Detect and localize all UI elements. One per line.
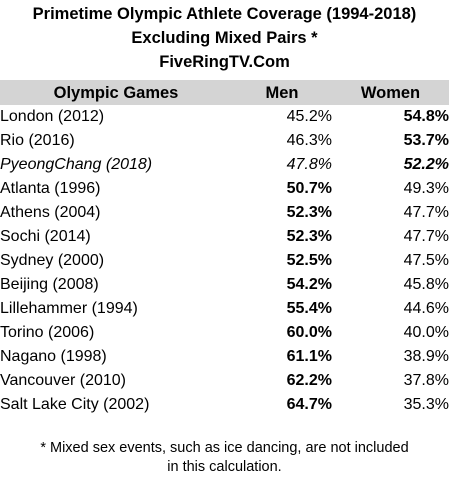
- cell-women-percent: 37.8%: [403, 372, 449, 389]
- table-row: Torino (2006) 60.0% 40.0%: [0, 321, 449, 345]
- cell-women-percent: 44.6%: [403, 300, 449, 317]
- cell-men-percent: 55.4%: [286, 300, 332, 317]
- cell-men-percent: 62.2%: [286, 372, 332, 389]
- cell-women-percent: 53.7%: [403, 132, 449, 149]
- cell-olympic-game: Athens (2004): [0, 204, 101, 221]
- table-row: Vancouver (2010) 62.2% 37.8%: [0, 369, 449, 393]
- table-row: Salt Lake City (2002) 64.7% 35.3%: [0, 393, 449, 417]
- footnote-line-2: in this calculation.: [167, 459, 282, 475]
- cell-olympic-game: Torino (2006): [0, 324, 95, 341]
- title-line-2: Excluding Mixed Pairs *: [131, 29, 318, 47]
- cell-women-percent: 47.7%: [403, 204, 449, 221]
- table-body: London (2012) 45.2% 54.8% Rio (2016) 46.3% 53…: [0, 105, 449, 417]
- table-row: London (2012) 45.2% 54.8%: [0, 105, 449, 129]
- cell-olympic-game: Atlanta (1996): [0, 180, 101, 197]
- footnote-line-1: * Mixed sex events, such as ice dancing,…: [40, 440, 409, 456]
- cell-women-percent: 54.8%: [403, 108, 449, 125]
- table-row: Athens (2004) 52.3% 47.7%: [0, 201, 449, 225]
- table-row: Sochi (2014) 52.3% 47.7%: [0, 225, 449, 249]
- table-row: PyeongChang (2018) 47.8% 52.2%: [0, 153, 449, 177]
- table-row: Beijing (2008) 54.2% 45.8%: [0, 273, 449, 297]
- table-row: Lillehammer (1994) 55.4% 44.6%: [0, 297, 449, 321]
- cell-women-percent: 47.7%: [403, 228, 449, 245]
- cell-men-percent: 60.0%: [286, 324, 332, 341]
- coverage-table: Olympic Games Men Women London (2012) 45.…: [0, 80, 449, 417]
- cell-olympic-game: Rio (2016): [0, 132, 75, 149]
- cell-women-percent: 45.8%: [403, 276, 449, 293]
- cell-men-percent: 64.7%: [286, 396, 332, 413]
- cell-olympic-game: Sydney (2000): [0, 252, 105, 269]
- cell-women-percent: 38.9%: [403, 348, 449, 365]
- cell-men-percent: 61.1%: [286, 348, 332, 365]
- cell-men-percent: 46.3%: [286, 132, 332, 149]
- cell-olympic-game: Lillehammer (1994): [0, 300, 138, 317]
- title-line-3: FiveRingTV.Com: [159, 53, 290, 71]
- title-line-1: Primetime Olympic Athlete Coverage (1994…: [32, 5, 417, 23]
- cell-men-percent: 52.5%: [286, 252, 332, 269]
- table-row: Rio (2016) 46.3% 53.7%: [0, 129, 449, 153]
- table-row: Nagano (1998) 61.1% 38.9%: [0, 345, 449, 369]
- cell-men-percent: 52.3%: [286, 204, 332, 221]
- cell-men-percent: 52.3%: [286, 228, 332, 245]
- header-women: Women: [360, 83, 421, 102]
- cell-women-percent: 52.2%: [403, 156, 449, 173]
- cell-olympic-game: PyeongChang (2018): [0, 156, 153, 173]
- cell-women-percent: 49.3%: [403, 180, 449, 197]
- cell-men-percent: 45.2%: [286, 108, 332, 125]
- cell-olympic-game: Vancouver (2010): [0, 372, 126, 389]
- cell-men-percent: 47.8%: [286, 156, 332, 173]
- header-olympic-games: Olympic Games: [53, 83, 179, 102]
- cell-women-percent: 40.0%: [403, 324, 449, 341]
- cell-olympic-game: London (2012): [0, 108, 105, 125]
- cell-men-percent: 54.2%: [286, 276, 332, 293]
- cell-olympic-game: Sochi (2014): [0, 228, 91, 245]
- header-men: Men: [265, 83, 299, 102]
- cell-men-percent: 50.7%: [286, 180, 332, 197]
- cell-olympic-game: Beijing (2008): [0, 276, 99, 293]
- table-row: Atlanta (1996) 50.7% 49.3%: [0, 177, 449, 201]
- cell-olympic-game: Salt Lake City (2002): [0, 396, 150, 413]
- table-row: Sydney (2000) 52.5% 47.5%: [0, 249, 449, 273]
- footnote: * Mixed sex events, such as ice dancing,…: [0, 439, 449, 477]
- chart-title: Primetime Olympic Athlete Coverage (1994…: [0, 2, 449, 74]
- table-header-row: Olympic Games Men Women: [0, 80, 449, 105]
- cell-women-percent: 47.5%: [403, 252, 449, 269]
- cell-olympic-game: Nagano (1998): [0, 348, 107, 365]
- cell-women-percent: 35.3%: [403, 396, 449, 413]
